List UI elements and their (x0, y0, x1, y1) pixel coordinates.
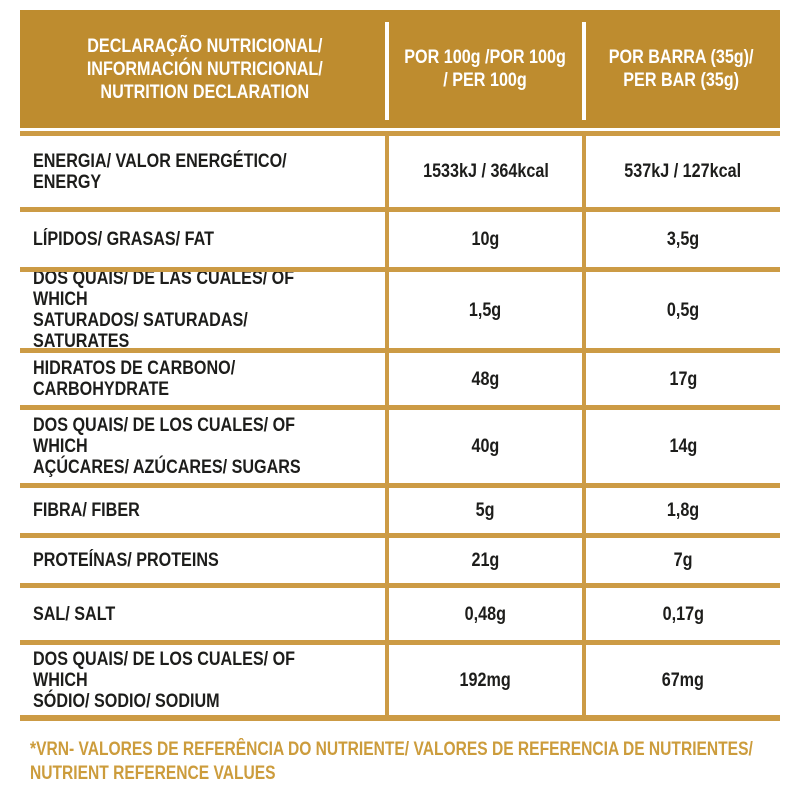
row-per-100g-value: 40g (471, 436, 500, 457)
row-per-bar-cell: 0,5g (586, 272, 780, 348)
row-label-cell: DOS QUAIS/ DE LOS CUALES/ OF WHICH AÇÚCA… (20, 410, 385, 483)
row-per-100g-value: 48g (471, 368, 500, 390)
row-per-100g-cell: 48g (389, 353, 582, 405)
header-declaration-text: DECLARAÇÃO NUTRICIONAL/ INFORMACIÓN NUTR… (86, 35, 323, 103)
row-per-100g-cell: 1,5g (389, 272, 582, 348)
row-label: DOS QUAIS/ DE LAS CUALES/ OF WHICH SATUR… (33, 272, 295, 348)
table-body: ENERGIA/ VALOR ENERGÉTICO/ ENERGY 1533kJ… (20, 131, 780, 721)
row-label: ENERGIA/ VALOR ENERGÉTICO/ ENERGY (33, 150, 287, 193)
row-label-cell: DOS QUAIS/ DE LOS CUALES/ OF WHICH SÓDIO… (20, 645, 385, 715)
row-per-100g-cell: 21g (389, 538, 582, 583)
row-per-100g-value: 1,5g (469, 299, 502, 321)
row-per-100g-cell: 10g (389, 212, 582, 267)
row-per-100g-value: 5g (476, 500, 495, 521)
row-label-cell: HIDRATOS DE CARBONO/ CARBOHYDRATE (20, 353, 385, 405)
row-per-bar-cell: 0,17g (586, 588, 780, 640)
row-label-cell: PROTEÍNAS/ PROTEINS (20, 538, 385, 583)
row-per-100g-cell: 40g (389, 410, 582, 483)
header-per-bar-cell: POR BARRA (35g)/ PER BAR (35g) (582, 10, 780, 128)
header-per-100g-text: POR 100g /POR 100g / PER 100g (404, 47, 567, 91)
footnote-line-1: *VRN- VALORES DE REFERÊNCIA DO NUTRIENTE… (30, 739, 753, 760)
row-per-bar-value: 3,5g (666, 229, 700, 250)
row-label: DOS QUAIS/ DE LOS CUALES/ OF WHICH SÓDIO… (33, 648, 296, 712)
row-per-bar-cell: 537kJ / 127kcal (586, 136, 780, 207)
header-declaration-cell: DECLARAÇÃO NUTRICIONAL/ INFORMACIÓN NUTR… (20, 10, 389, 128)
row-per-bar-value: 1,8g (666, 500, 700, 521)
header-per-100g-cell: POR 100g /POR 100g / PER 100g (389, 10, 582, 128)
row-per-100g-value: 1533kJ / 364kcal (422, 161, 549, 182)
row-label-cell: FIBRA/ FIBER (20, 488, 385, 533)
row-per-100g-value: 0,48g (464, 603, 507, 625)
row-label-cell: LÍPIDOS/ GRASAS/ FAT (20, 212, 385, 267)
row-label: FIBRA/ FIBER (33, 500, 140, 521)
row-label-cell: ENERGIA/ VALOR ENERGÉTICO/ ENERGY (20, 136, 385, 207)
row-per-100g-value: 21g (471, 550, 500, 571)
row-label-cell: SAL/ SALT (20, 588, 385, 640)
row-per-bar-value: 67mg (661, 669, 705, 691)
nutrition-table: DECLARAÇÃO NUTRICIONAL/ INFORMACIÓN NUTR… (20, 10, 780, 786)
row-per-100g-cell: 1533kJ / 364kcal (389, 136, 582, 207)
row-label: LÍPIDOS/ GRASAS/ FAT (33, 229, 214, 250)
vrn-footnote: *VRN- VALORES DE REFERÊNCIA DO NUTRIENTE… (20, 738, 780, 786)
row-label-cell: DOS QUAIS/ DE LAS CUALES/ OF WHICH SATUR… (20, 272, 385, 348)
row-label: DOS QUAIS/ DE LOS CUALES/ OF WHICH AÇÚCA… (33, 415, 301, 478)
row-per-bar-cell: 14g (586, 410, 780, 483)
row-per-100g-cell: 0,48g (389, 588, 582, 640)
row-label: HIDRATOS DE CARBONO/ CARBOHYDRATE (33, 358, 236, 400)
row-per-bar-cell: 1,8g (586, 488, 780, 533)
row-per-bar-value: 7g (673, 550, 693, 571)
row-per-100g-value: 192mg (459, 669, 512, 691)
table-header: DECLARAÇÃO NUTRICIONAL/ INFORMACIÓN NUTR… (20, 10, 780, 128)
row-per-100g-value: 10g (471, 229, 500, 250)
row-per-bar-cell: 7g (586, 538, 780, 583)
header-divider (385, 22, 389, 120)
row-per-bar-cell: 3,5g (586, 212, 780, 267)
row-per-100g-cell: 192mg (389, 645, 582, 715)
row-per-bar-value: 17g (669, 368, 697, 390)
row-per-bar-value: 537kJ / 127kcal (624, 161, 742, 182)
row-per-bar-cell: 17g (586, 353, 780, 405)
row-label: PROTEÍNAS/ PROTEINS (33, 550, 219, 571)
row-per-bar-cell: 67mg (586, 645, 780, 715)
row-label: SAL/ SALT (33, 603, 116, 625)
header-divider (582, 22, 586, 120)
row-per-bar-value: 14g (669, 436, 697, 457)
row-per-100g-cell: 5g (389, 488, 582, 533)
row-per-bar-value: 0,17g (662, 603, 704, 625)
row-per-bar-value: 0,5g (666, 299, 700, 321)
footnote-line-2: NUTRIENT REFERENCE VALUES (30, 763, 276, 784)
header-per-bar-text: POR BARRA (35g)/ PER BAR (35g) (608, 47, 754, 91)
